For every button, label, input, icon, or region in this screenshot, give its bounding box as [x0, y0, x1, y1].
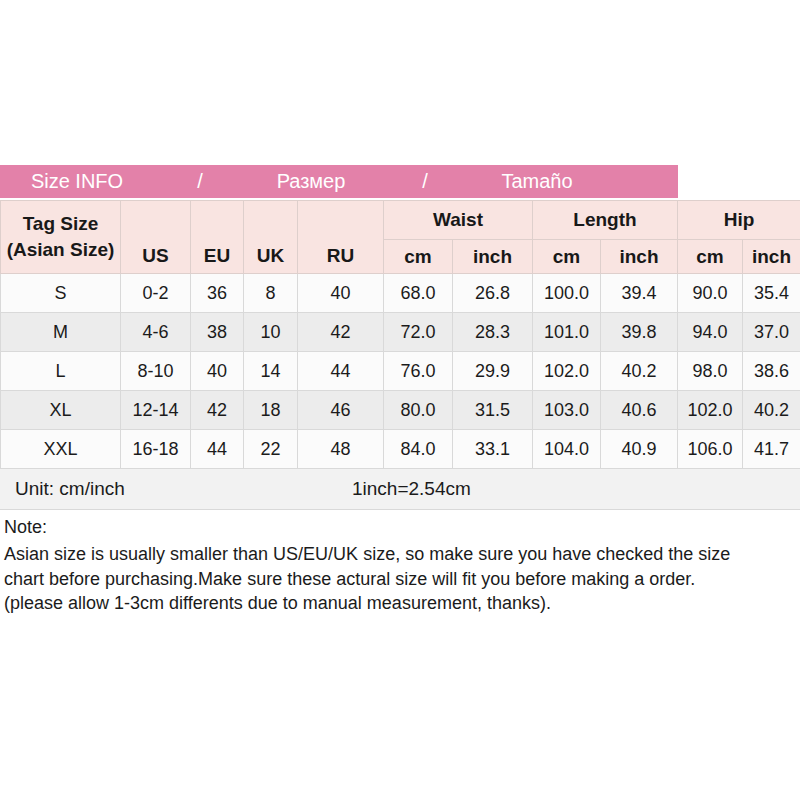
note-body: Asian size is usually smaller than US/EU…	[4, 542, 749, 616]
cell-uk: 10	[244, 313, 298, 352]
cell-uk: 22	[244, 430, 298, 469]
unit-conversion: 1inch=2.54cm	[352, 478, 471, 500]
cell-tag: L	[1, 352, 121, 391]
cell-hip-inch: 41.7	[743, 430, 800, 469]
banner-title-spanish: Tamaño	[501, 169, 572, 192]
cell-length-inch: 40.6	[601, 391, 678, 430]
header-tag-size-line2: (Asian Size)	[1, 237, 120, 263]
cell-waist-inch: 31.5	[453, 391, 533, 430]
cell-us: 0-2	[121, 274, 191, 313]
cell-hip-cm: 98.0	[678, 352, 743, 391]
cell-hip-cm: 102.0	[678, 391, 743, 430]
cell-tag: M	[1, 313, 121, 352]
cell-eu: 44	[191, 430, 244, 469]
table-row-m: M 4-6 38 10 42 72.0 28.3 101.0 39.8 94.0…	[1, 313, 800, 352]
header-length-inch: inch	[601, 240, 678, 274]
cell-waist-inch: 29.9	[453, 352, 533, 391]
cell-hip-cm: 90.0	[678, 274, 743, 313]
unit-label: Unit: cm/inch	[15, 478, 125, 500]
header-group-row: Tag Size (Asian Size) US EU UK RU Waist …	[1, 201, 800, 240]
cell-waist-cm: 80.0	[384, 391, 453, 430]
cell-hip-cm: 94.0	[678, 313, 743, 352]
header-waist-inch: inch	[453, 240, 533, 274]
cell-waist-inch: 33.1	[453, 430, 533, 469]
header-length-cm: cm	[533, 240, 601, 274]
unit-bar: Unit: cm/inch 1inch=2.54cm	[0, 469, 800, 510]
cell-ru: 44	[298, 352, 384, 391]
banner-title-english: Size INFO	[31, 169, 123, 192]
cell-tag: S	[1, 274, 121, 313]
header-ru: RU	[298, 201, 384, 274]
banner-title-russian: Размер	[277, 169, 346, 192]
cell-uk: 14	[244, 352, 298, 391]
table-row-l: L 8-10 40 14 44 76.0 29.9 102.0 40.2 98.…	[1, 352, 800, 391]
cell-hip-inch: 37.0	[743, 313, 800, 352]
header-waist-cm: cm	[384, 240, 453, 274]
cell-length-cm: 103.0	[533, 391, 601, 430]
banner-separator: /	[422, 169, 428, 192]
note-section: Note: Asian size is usually smaller than…	[0, 510, 800, 616]
cell-length-cm: 101.0	[533, 313, 601, 352]
cell-length-inch: 39.8	[601, 313, 678, 352]
cell-hip-inch: 35.4	[743, 274, 800, 313]
cell-uk: 8	[244, 274, 298, 313]
header-eu: EU	[191, 201, 244, 274]
cell-tag: XL	[1, 391, 121, 430]
cell-us: 16-18	[121, 430, 191, 469]
size-chart-table: Tag Size (Asian Size) US EU UK RU Waist …	[0, 200, 800, 469]
cell-uk: 18	[244, 391, 298, 430]
size-info-banner: Size INFO / Размер / Tamaño	[0, 165, 678, 198]
cell-waist-cm: 84.0	[384, 430, 453, 469]
cell-length-inch: 39.4	[601, 274, 678, 313]
cell-length-inch: 40.9	[601, 430, 678, 469]
cell-length-cm: 104.0	[533, 430, 601, 469]
cell-waist-cm: 76.0	[384, 352, 453, 391]
table-row-s: S 0-2 36 8 40 68.0 26.8 100.0 39.4 90.0 …	[1, 274, 800, 313]
cell-eu: 36	[191, 274, 244, 313]
cell-us: 12-14	[121, 391, 191, 430]
header-tag-size-line1: Tag Size	[1, 211, 120, 237]
header-us: US	[121, 201, 191, 274]
banner-separator: /	[197, 169, 203, 192]
table-row-xxl: XXL 16-18 44 22 48 84.0 33.1 104.0 40.9 …	[1, 430, 800, 469]
cell-length-inch: 40.2	[601, 352, 678, 391]
cell-eu: 42	[191, 391, 244, 430]
table-body: S 0-2 36 8 40 68.0 26.8 100.0 39.4 90.0 …	[1, 274, 800, 469]
cell-us: 4-6	[121, 313, 191, 352]
cell-waist-cm: 72.0	[384, 313, 453, 352]
header-tag-size: Tag Size (Asian Size)	[1, 201, 121, 274]
cell-ru: 46	[298, 391, 384, 430]
header-hip: Hip	[678, 201, 800, 240]
header-length: Length	[533, 201, 678, 240]
cell-waist-inch: 26.8	[453, 274, 533, 313]
cell-ru: 40	[298, 274, 384, 313]
cell-hip-inch: 38.6	[743, 352, 800, 391]
cell-waist-cm: 68.0	[384, 274, 453, 313]
cell-hip-cm: 106.0	[678, 430, 743, 469]
table-row-xl: XL 12-14 42 18 46 80.0 31.5 103.0 40.6 1…	[1, 391, 800, 430]
cell-ru: 48	[298, 430, 384, 469]
cell-eu: 40	[191, 352, 244, 391]
cell-length-cm: 100.0	[533, 274, 601, 313]
cell-length-cm: 102.0	[533, 352, 601, 391]
cell-us: 8-10	[121, 352, 191, 391]
cell-eu: 38	[191, 313, 244, 352]
cell-tag: XXL	[1, 430, 121, 469]
cell-hip-inch: 40.2	[743, 391, 800, 430]
header-hip-inch: inch	[743, 240, 800, 274]
header-hip-cm: cm	[678, 240, 743, 274]
cell-waist-inch: 28.3	[453, 313, 533, 352]
note-title: Note:	[4, 517, 792, 538]
cell-ru: 42	[298, 313, 384, 352]
table-header: Tag Size (Asian Size) US EU UK RU Waist …	[1, 201, 800, 274]
header-waist: Waist	[384, 201, 533, 240]
header-uk: UK	[244, 201, 298, 274]
